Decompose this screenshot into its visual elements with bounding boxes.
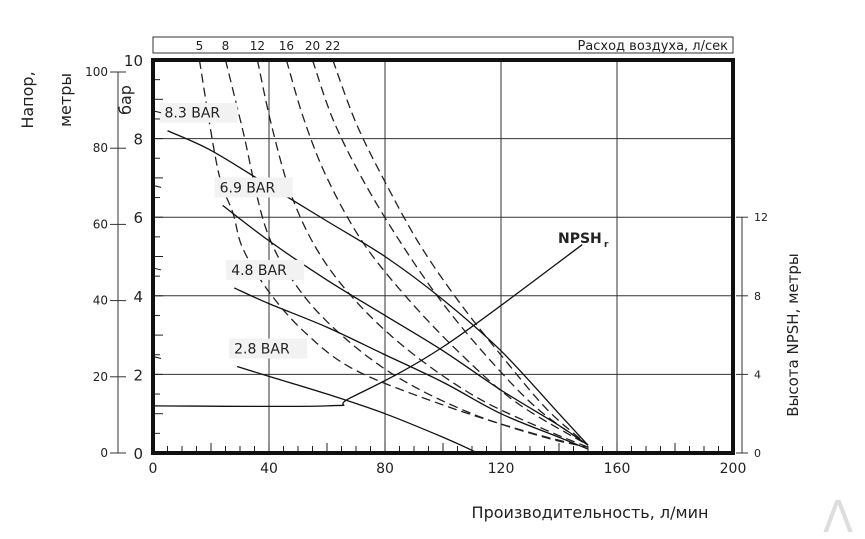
air-flow-curve-16 <box>285 59 589 446</box>
y-tick-label-bar: 6 <box>133 209 143 227</box>
y-axis-label-m: Напор, метры <box>18 71 75 129</box>
pressure-curve <box>167 130 589 446</box>
pressure-curve <box>236 365 479 454</box>
npsh-label: NPSH <box>558 231 602 247</box>
y-tick-label-m: 80 <box>93 141 108 155</box>
air-flow-label: 20 <box>305 39 320 53</box>
pressure-label-bg <box>226 259 305 280</box>
x-tick-label: 200 <box>720 461 747 477</box>
pressure-label-bg <box>159 102 238 123</box>
plot-frame <box>151 58 735 455</box>
air-flow-label: 22 <box>325 39 340 53</box>
air-flow-curve-8 <box>224 59 589 448</box>
pressure-curve <box>233 287 589 450</box>
air-flow-label: 16 <box>279 39 294 53</box>
air-flow-axis-box <box>152 36 734 54</box>
y-tick-label-right: 12 <box>754 211 768 224</box>
air-flow-curve-20 <box>311 59 589 446</box>
y-tick-label-right: 8 <box>754 290 761 303</box>
x-tick-label: 80 <box>376 461 394 477</box>
air-flow-curve-12 <box>256 59 589 448</box>
x-tick-label: 0 <box>149 461 158 477</box>
pressure-label-bg <box>214 177 293 198</box>
air-flow-label: 8 <box>222 39 230 53</box>
pressure-label: 8.3 BAR <box>165 106 221 122</box>
x-tick-label: 40 <box>260 461 278 477</box>
pressure-label: 4.8 BAR <box>231 263 287 279</box>
y-tick-label-bar: 0 <box>133 445 143 463</box>
y-tick-label-m: 60 <box>93 217 108 231</box>
air-flow-curve-22 <box>332 59 589 446</box>
npsh-curve <box>152 244 583 408</box>
y-tick-label-bar: 8 <box>133 131 143 149</box>
y-tick-label-bar: 2 <box>133 366 143 384</box>
y-tick-label-m: 20 <box>93 370 108 384</box>
pressure-curve <box>222 204 589 446</box>
npsh-label-subscript: r <box>604 240 609 250</box>
y-tick-label-m: 40 <box>93 294 108 308</box>
x-axis-label: Производительность, л/мин <box>472 503 709 522</box>
y-tick-label-right: 0 <box>754 447 761 460</box>
top-axis-label: Расход воздуха, л/сек <box>577 39 728 54</box>
y-tick-label-bar: 10 <box>124 52 143 70</box>
y-tick-label-m: 100 <box>85 65 108 79</box>
air-flow-label: 5 <box>196 39 204 53</box>
pressure-label: 6.9 BAR <box>220 180 276 196</box>
air-flow-label: 12 <box>250 39 265 53</box>
watermark-logo: Λ <box>823 492 853 539</box>
pressure-label: 2.8 BAR <box>234 342 290 358</box>
y-tick-label-bar: 4 <box>133 288 143 306</box>
air-flow-curve-5 <box>198 59 589 448</box>
y-axis-label-bar: бар <box>116 85 135 115</box>
y-tick-label-m: 0 <box>100 446 108 460</box>
pressure-label-bg <box>229 338 308 359</box>
x-tick-label: 160 <box>604 461 631 477</box>
y-tick-label-right: 4 <box>754 368 761 381</box>
y-axis-label-right: Высота NPSH, метры <box>784 253 802 417</box>
x-tick-label: 120 <box>488 461 515 477</box>
